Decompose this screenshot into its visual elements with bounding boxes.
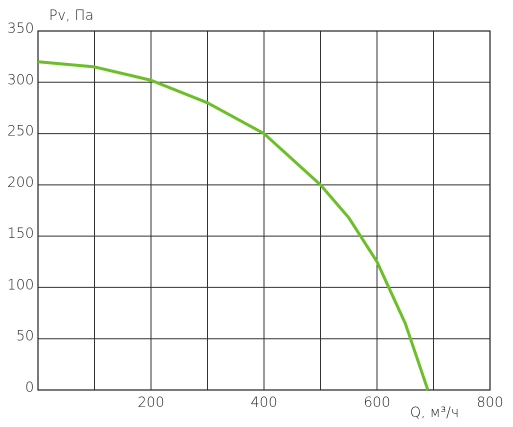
- y-tick-label: 300: [7, 72, 34, 88]
- curve: [37, 60, 430, 391]
- y-tick-label: 350: [7, 21, 34, 37]
- y-axis-label: Pv, Па: [49, 8, 94, 24]
- y-tick-label: 200: [7, 175, 34, 191]
- x-axis-label: Q, м³/ч: [410, 405, 459, 421]
- x-tick-label: 600: [364, 395, 391, 411]
- y-tick-label: 250: [7, 124, 34, 140]
- y-tick-label: 150: [7, 226, 34, 242]
- y-tick-label: 0: [25, 380, 34, 396]
- x-tick-label: 800: [477, 395, 504, 411]
- plot-frame: [37, 30, 491, 391]
- y-tick-label: 50: [16, 329, 34, 345]
- x-tick-label: 400: [251, 395, 278, 411]
- y-tick-label: 100: [7, 277, 34, 293]
- x-tick-label: 200: [138, 395, 165, 411]
